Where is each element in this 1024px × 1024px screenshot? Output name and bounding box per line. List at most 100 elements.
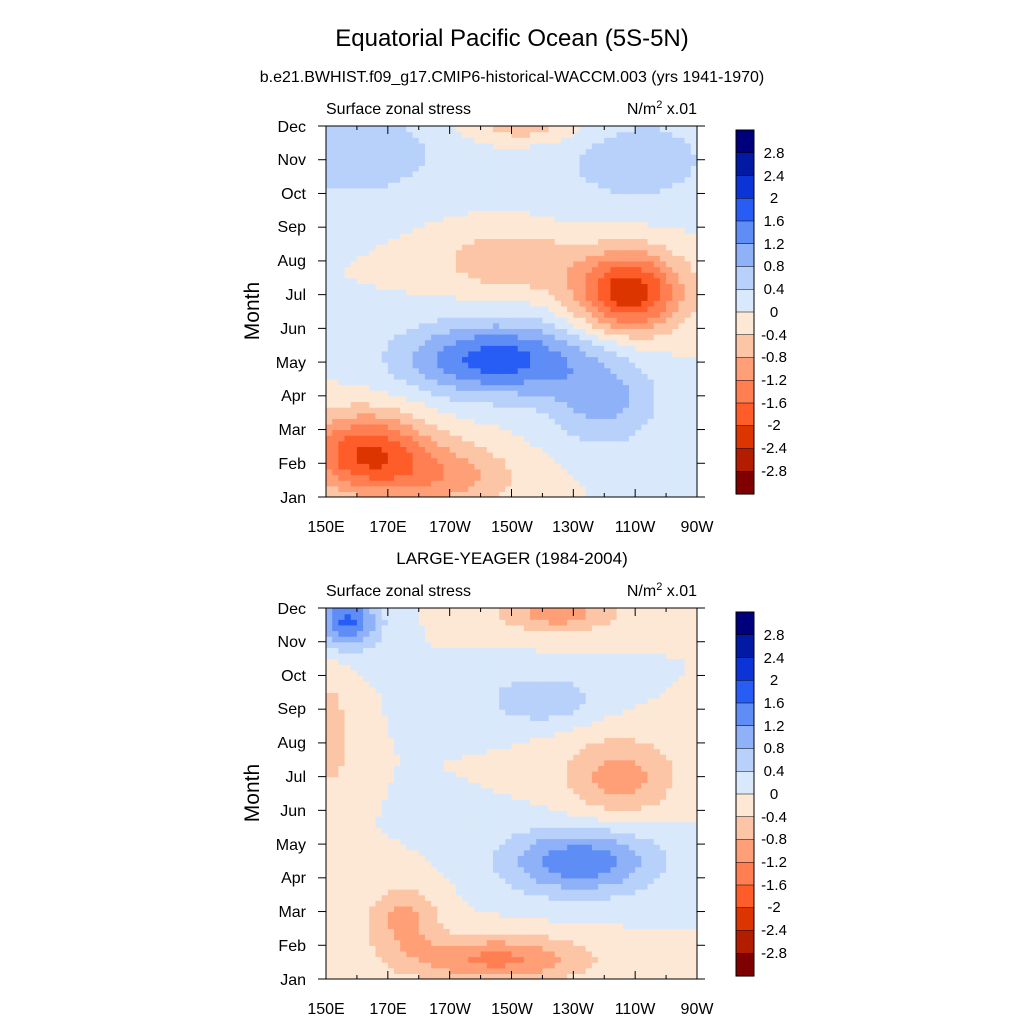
heatmap-cell: [363, 356, 370, 363]
heatmap-cell: [591, 917, 599, 924]
heatmap-cell: [332, 232, 339, 240]
heatmap-cell: [641, 928, 649, 935]
heatmap-cell: [480, 300, 488, 307]
heatmap-cell: [635, 148, 642, 155]
heatmap-cell: [387, 485, 395, 492]
heatmap-cell: [387, 945, 395, 952]
heatmap-cell: [468, 210, 475, 217]
heatmap-cell: [332, 154, 339, 161]
heatmap-cell: [591, 142, 599, 150]
heatmap-cell: [591, 244, 599, 251]
heatmap-cell: [369, 474, 377, 481]
heatmap-cell: [573, 328, 581, 335]
heatmap-cell: [356, 407, 364, 414]
heatmap-cell: [400, 485, 407, 492]
heatmap-cell: [554, 373, 562, 380]
heatmap-cell: [511, 193, 519, 200]
heatmap-cell: [647, 457, 655, 464]
heatmap-cell: [437, 962, 445, 969]
heatmap-cell: [332, 956, 339, 963]
heatmap-cell: [381, 446, 389, 453]
heatmap-cell: [431, 407, 438, 414]
heatmap-cell: [585, 305, 593, 313]
heatmap-cell: [350, 272, 358, 279]
heatmap-cell: [369, 922, 377, 930]
heatmap-cell: [610, 468, 618, 476]
heatmap-cell: [684, 945, 692, 952]
heatmap-cell: [573, 266, 581, 273]
heatmap-cell: [560, 260, 568, 268]
heatmap-cell: [394, 917, 401, 924]
heatmap-cell: [474, 333, 482, 341]
heatmap-cell: [641, 894, 649, 901]
heatmap-cell: [585, 407, 593, 414]
heatmap-cell: [406, 945, 414, 952]
heatmap-cell: [406, 333, 414, 341]
heatmap-cell: [443, 412, 451, 419]
heatmap-cell: [585, 199, 593, 206]
heatmap-cell: [598, 165, 605, 172]
heatmap-cell: [622, 345, 630, 352]
heatmap-cell: [666, 317, 673, 324]
heatmap-cell: [332, 255, 339, 262]
heatmap-cell: [462, 973, 469, 979]
heatmap-cell: [363, 373, 370, 380]
heatmap-cell: [554, 485, 562, 492]
heatmap-cell: [653, 182, 661, 189]
heatmap-cell: [505, 148, 513, 155]
heatmap-cell: [412, 962, 420, 969]
heatmap-cell: [499, 322, 506, 329]
heatmap-cell: [567, 429, 574, 436]
heatmap-cell: [387, 435, 395, 442]
heatmap-cell: [647, 221, 655, 228]
heatmap-cell: [437, 126, 445, 133]
heatmap-cell: [517, 401, 525, 408]
heatmap-cell: [598, 300, 605, 307]
heatmap-cell: [424, 446, 432, 453]
heatmap-cell: [412, 170, 420, 178]
heatmap-cell: [332, 350, 339, 358]
heatmap-cell: [381, 170, 389, 178]
heatmap-cell: [499, 165, 506, 172]
heatmap-cell: [672, 390, 680, 397]
heatmap-cell: [591, 446, 599, 453]
heatmap-cell: [536, 221, 544, 228]
heatmap-cell: [585, 457, 593, 464]
heatmap-cell: [591, 452, 599, 459]
heatmap-cell: [332, 373, 339, 380]
heatmap-cell: [443, 418, 451, 425]
heatmap-cell: [530, 170, 537, 178]
heatmap-cell: [363, 289, 370, 296]
heatmap-cell: [653, 311, 661, 318]
heatmap-cell: [610, 165, 618, 172]
heatmap-cell: [356, 328, 364, 335]
heatmap-cell: [505, 474, 513, 481]
heatmap-cell: [369, 390, 377, 397]
heatmap-cell: [604, 277, 612, 284]
heatmap-cell: [523, 395, 531, 403]
heatmap-cell: [344, 182, 352, 189]
heatmap-cell: [635, 300, 642, 307]
heatmap-cell: [542, 227, 550, 234]
heatmap-cell: [424, 452, 432, 459]
heatmap-cell: [437, 928, 445, 935]
heatmap-cell: [449, 277, 457, 284]
heatmap-cell: [394, 900, 401, 907]
heatmap-cell: [437, 232, 445, 240]
heatmap-cell: [406, 232, 414, 240]
heatmap-cell: [672, 260, 680, 268]
heatmap-cell: [542, 154, 550, 161]
heatmap-cell: [462, 367, 469, 374]
heatmap-cell: [338, 215, 346, 223]
heatmap-cell: [536, 227, 544, 234]
heatmap-cell: [523, 126, 531, 133]
heatmap-cell: [554, 446, 562, 453]
heatmap-cell: [554, 452, 562, 459]
heatmap-cell: [684, 491, 692, 497]
heatmap-cell: [548, 272, 556, 279]
heatmap-cell: [369, 126, 377, 133]
heatmap-cell: [499, 255, 506, 262]
heatmap-cell: [659, 170, 667, 178]
heatmap-cell: [647, 922, 655, 930]
